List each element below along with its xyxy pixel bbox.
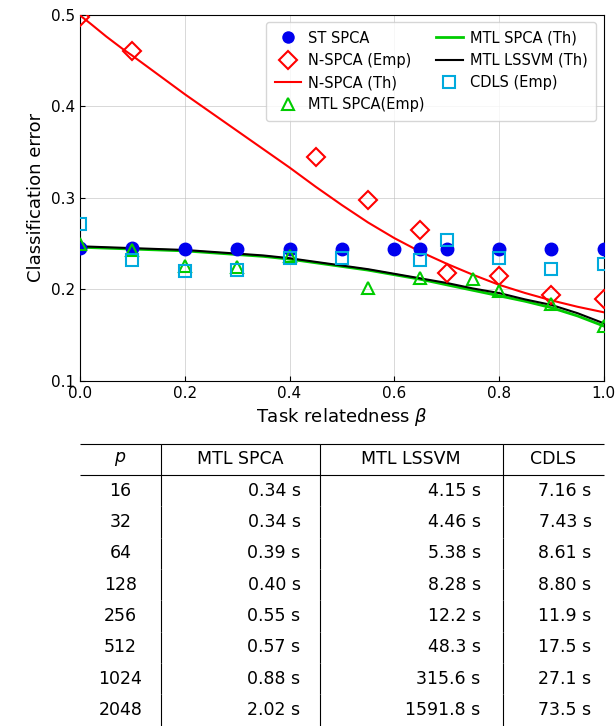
Legend: ST SPCA, N-SPCA (Emp), N-SPCA (Th), MTL SPCA(Emp), MTL SPCA (Th), MTL LSSVM (Th): ST SPCA, N-SPCA (Emp), N-SPCA (Th), MTL … <box>266 22 596 121</box>
Y-axis label: Classification error: Classification error <box>28 113 46 282</box>
X-axis label: Task relatedness $\beta$: Task relatedness $\beta$ <box>256 407 428 428</box>
